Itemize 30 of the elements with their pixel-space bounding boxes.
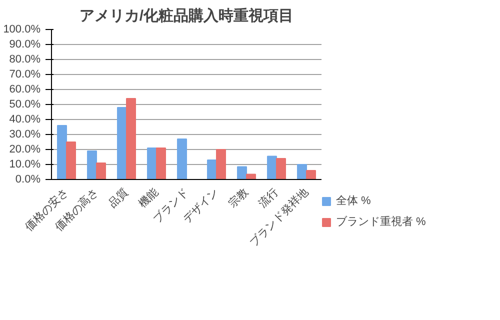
bar xyxy=(297,164,307,180)
x-tick-label: 流行 xyxy=(256,186,281,210)
y-tick-label: 60.0% xyxy=(9,84,41,96)
y-tick-label: 100.0% xyxy=(3,24,41,36)
bar xyxy=(276,158,286,180)
y-tick-label: 0.0% xyxy=(15,174,41,186)
y-tick-label: 80.0% xyxy=(9,54,41,66)
y-tick-label: 20.0% xyxy=(9,144,41,156)
chart-title: アメリカ/化粧品購入時重視項目 xyxy=(79,8,294,24)
legend-label: ブランド重視者 % xyxy=(336,214,426,229)
bar xyxy=(87,150,97,180)
y-tick-label: 40.0% xyxy=(9,114,41,126)
y-tick-label: 30.0% xyxy=(9,128,41,140)
x-tick-label: 品質 xyxy=(106,186,131,210)
bar xyxy=(216,149,226,180)
y-tick-label: 50.0% xyxy=(9,98,41,110)
bar xyxy=(177,138,187,180)
bar xyxy=(57,125,67,180)
y-tick-label: 90.0% xyxy=(9,38,41,50)
y-tick-label: 70.0% xyxy=(9,68,41,80)
legend-label: 全体 % xyxy=(336,194,371,208)
bar xyxy=(237,166,247,180)
x-tick-label: 機能 xyxy=(136,186,161,210)
bar xyxy=(66,142,76,180)
bar xyxy=(126,98,136,180)
bar xyxy=(96,162,106,180)
x-tick-label: 宗教 xyxy=(226,186,251,210)
bar xyxy=(156,148,166,180)
bar xyxy=(306,170,316,180)
y-tick-label: 10.0% xyxy=(9,158,41,170)
